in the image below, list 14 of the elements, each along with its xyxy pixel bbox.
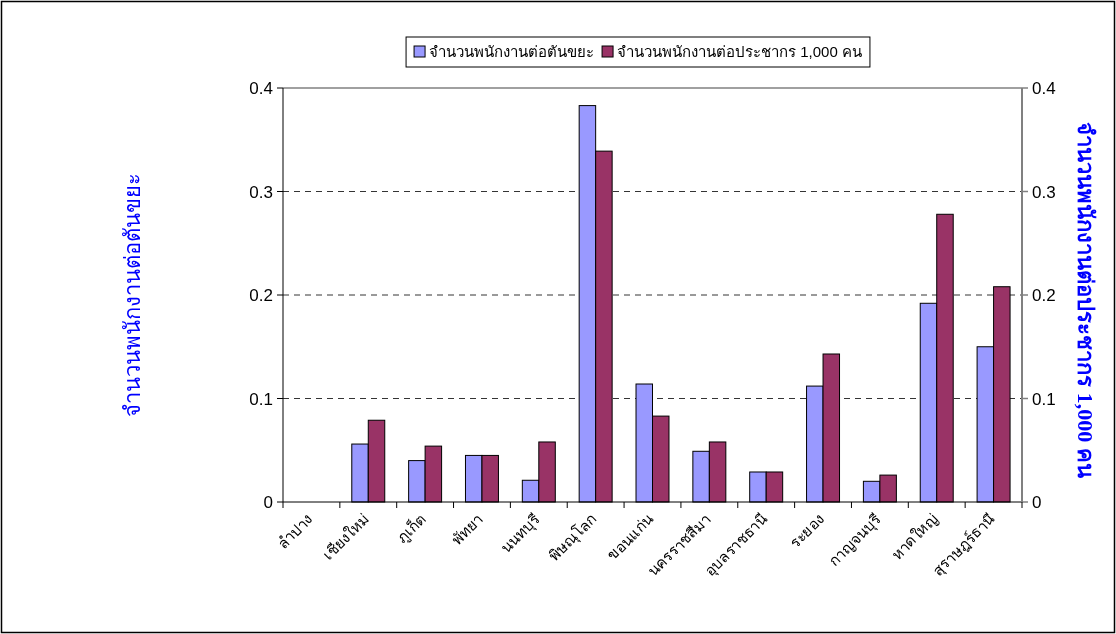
y-tick-label: 0.1 <box>249 389 273 409</box>
y2-tick-label: 0.1 <box>1032 389 1056 409</box>
y2-axis-title: จำนวนพนักงานต่อประชากร 1,000 คน <box>1073 122 1098 478</box>
y-axis-title: จำนวนพนักงานต่อตันขยะ <box>120 173 145 417</box>
y2-tick-label: 0.2 <box>1032 286 1056 305</box>
legend-label: จำนวนพนักงานต่อประชากร 1,000 คน <box>617 43 862 60</box>
y2-tick-label: 0.3 <box>1032 182 1056 202</box>
y-tick-label: 0.2 <box>249 286 273 305</box>
legend-label: จำนวนพนักงานต่อตันขยะ <box>429 43 595 60</box>
y-tick-label: 0.4 <box>249 79 273 98</box>
y2-tick-label: 0.4 <box>1032 79 1056 98</box>
y-tick-label: 0.3 <box>249 182 273 202</box>
y-tick-label: 0 <box>263 493 273 512</box>
y2-tick-label: 0 <box>1032 493 1042 512</box>
